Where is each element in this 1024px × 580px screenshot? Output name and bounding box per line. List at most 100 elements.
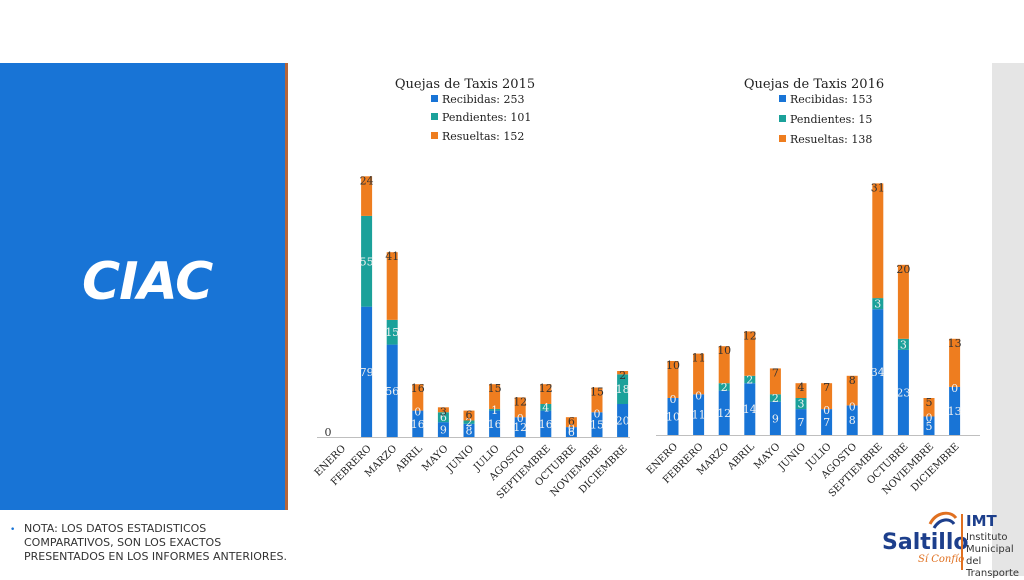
bar-segment bbox=[872, 183, 884, 299]
data-label: 8 bbox=[849, 414, 856, 427]
data-label: 5 bbox=[926, 420, 933, 433]
bar-segment bbox=[718, 383, 730, 391]
data-label: 16 bbox=[488, 418, 502, 431]
data-label: 6 bbox=[568, 426, 575, 439]
data-label: 0 bbox=[823, 404, 830, 417]
data-label: 79 bbox=[360, 366, 374, 379]
data-label: 2 bbox=[721, 381, 728, 394]
logo-institute-line-1: Instituto bbox=[966, 532, 1008, 543]
data-label: 6 bbox=[440, 411, 447, 424]
bar-segment bbox=[412, 410, 424, 437]
bar-segment bbox=[565, 417, 577, 428]
legend-swatch bbox=[779, 135, 786, 142]
bar-segment bbox=[617, 371, 629, 375]
data-label: 0 bbox=[695, 389, 702, 402]
data-label: 0 bbox=[926, 412, 933, 425]
chart-title: Quejas de Taxis 2015 bbox=[395, 77, 535, 92]
right-strip bbox=[992, 63, 1024, 576]
bar-segment bbox=[949, 386, 961, 435]
bar-segment bbox=[693, 394, 705, 435]
bar-segment bbox=[795, 409, 807, 435]
bar-segment bbox=[744, 383, 756, 435]
bar-segment bbox=[846, 405, 858, 435]
data-label: 16 bbox=[411, 418, 425, 431]
data-label: 8 bbox=[849, 374, 856, 387]
bar-segment bbox=[489, 410, 501, 437]
data-label: 12 bbox=[743, 329, 757, 342]
legend-swatch bbox=[431, 95, 438, 102]
data-label: 10 bbox=[717, 344, 731, 357]
bar-segment bbox=[386, 252, 398, 320]
footnote-line-2: COMPARATIVOS, SON LOS EXACTOS bbox=[24, 536, 222, 549]
logo: Saltillo Sí Confío IMT Instituto Municip… bbox=[878, 508, 1019, 579]
bar-segment bbox=[821, 383, 833, 410]
data-label: 12 bbox=[513, 421, 527, 434]
legend-swatch bbox=[431, 113, 438, 120]
bar-segment bbox=[361, 215, 373, 307]
logo-swirl-icon bbox=[928, 511, 958, 529]
bar-segment bbox=[540, 404, 552, 411]
logo-institute: Instituto Municipal del Transporte bbox=[966, 532, 1024, 580]
logo-acronym: IMT bbox=[966, 512, 997, 530]
bar-segment bbox=[744, 375, 756, 384]
data-label: 0 bbox=[414, 406, 421, 419]
bar-segment bbox=[897, 338, 909, 350]
bar-segment bbox=[617, 374, 629, 404]
bar-segment bbox=[437, 412, 449, 423]
legend-label: Recibidas: 253 bbox=[442, 93, 524, 106]
bar-segment bbox=[361, 176, 373, 216]
data-label: 20 bbox=[616, 415, 630, 428]
data-label: 20 bbox=[896, 263, 910, 276]
bar-segment bbox=[386, 344, 398, 437]
data-label: 2 bbox=[746, 374, 753, 387]
legend-swatch bbox=[779, 115, 786, 122]
logo-divider bbox=[961, 514, 963, 570]
side-title: CIAC bbox=[82, 252, 213, 312]
bar-segment bbox=[769, 368, 781, 395]
bar-segment bbox=[514, 397, 526, 418]
side-panel-edge bbox=[285, 63, 288, 510]
bar-segment bbox=[540, 384, 552, 404]
data-label: 2 bbox=[772, 392, 779, 405]
bar-segment bbox=[897, 264, 909, 339]
data-label: 0 bbox=[325, 426, 332, 439]
bar-segment bbox=[667, 361, 679, 398]
bar-segment bbox=[437, 407, 449, 413]
data-label: 16 bbox=[411, 382, 425, 395]
bar-segment bbox=[591, 412, 603, 437]
bar-segment bbox=[872, 309, 884, 435]
bar-segment bbox=[821, 409, 833, 435]
bar-segment bbox=[769, 401, 781, 435]
data-label: 12 bbox=[717, 407, 731, 420]
data-label: 3 bbox=[440, 405, 447, 418]
bar-segment bbox=[386, 319, 398, 345]
legend-swatch bbox=[779, 95, 786, 102]
data-label: 0 bbox=[517, 412, 524, 425]
bar-segment bbox=[769, 394, 781, 402]
data-label: 15 bbox=[385, 326, 399, 339]
data-label: 15 bbox=[590, 386, 604, 399]
data-label: 14 bbox=[743, 403, 757, 416]
bar-segment bbox=[463, 423, 475, 437]
bar-segment bbox=[667, 398, 679, 435]
bar-segment bbox=[872, 298, 884, 310]
bar-segment bbox=[412, 384, 424, 411]
footnote-line-1: NOTA: LOS DATOS ESTADISTICOS bbox=[24, 522, 207, 535]
data-label: 6 bbox=[568, 415, 575, 428]
data-label: 15 bbox=[590, 419, 604, 432]
data-label: 7 bbox=[798, 416, 805, 429]
chart-title: Quejas de Taxis 2016 bbox=[744, 77, 884, 92]
bar-segment bbox=[923, 416, 935, 435]
footnote-line-3: PRESENTADOS EN LOS INFORMES ANTERIORES. bbox=[24, 550, 287, 563]
x-tick-label: ABRIL bbox=[725, 441, 757, 473]
data-label: 55 bbox=[360, 255, 374, 268]
data-label: 41 bbox=[385, 250, 399, 263]
data-label: 12 bbox=[539, 382, 553, 395]
data-label: 0 bbox=[951, 382, 958, 395]
data-label: 56 bbox=[385, 385, 399, 398]
bar-segment bbox=[591, 387, 603, 413]
bar-segment bbox=[437, 422, 449, 437]
data-label: 7 bbox=[823, 381, 830, 394]
legend-label: Resueltas: 152 bbox=[442, 130, 524, 143]
